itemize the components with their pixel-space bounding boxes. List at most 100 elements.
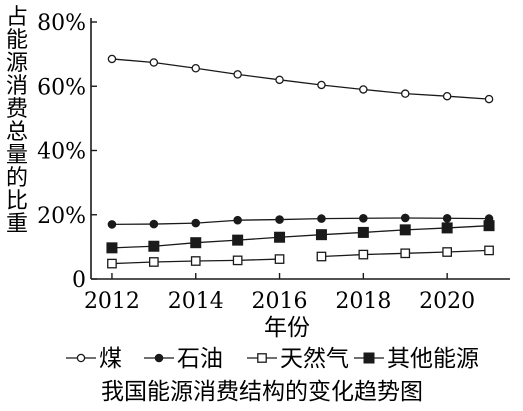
series-line-segment: [405, 92, 448, 97]
series-line-segment: [405, 227, 448, 231]
data-point: [232, 255, 243, 266]
y-axis-label-char: 的: [6, 166, 28, 191]
series-3: [106, 220, 495, 254]
y-tick-label: 60%: [37, 75, 86, 100]
data-point: [317, 214, 326, 223]
data-point: [191, 218, 201, 228]
series-line-segment: [321, 231, 364, 236]
data-point: [484, 245, 494, 256]
chart-caption: 我国能源消费结构的变化趋势图: [101, 379, 423, 405]
y-ticks: 0 20% 40% 60% 80%: [37, 11, 97, 293]
y-tick-label: 20%: [37, 204, 86, 229]
legend-label: 其他能源: [387, 346, 479, 372]
series-line-segment: [321, 253, 364, 258]
data-point: [315, 229, 327, 241]
series-line-segment: [405, 251, 448, 254]
x-tick-label: 2018: [335, 289, 391, 314]
data-point: [357, 226, 369, 238]
data-point: [107, 258, 117, 269]
data-point: [483, 220, 495, 232]
data-point: [190, 237, 202, 249]
series-line-segment: [237, 218, 280, 221]
series-line-segment: [153, 260, 196, 263]
data-point: [190, 256, 201, 266]
series-line-segment: [279, 217, 322, 221]
data-point: [317, 80, 326, 90]
y-tick-label: 40%: [37, 140, 86, 165]
series-line-segment: [153, 61, 196, 69]
series-line-segment: [153, 242, 196, 247]
y-axis-label-char: 比: [6, 189, 28, 214]
y-axis-label-char: 占: [6, 5, 28, 30]
legend-label: 石油: [177, 346, 223, 372]
series-line-segment: [363, 252, 406, 256]
data-point: [442, 91, 452, 101]
legend-marker: [76, 353, 86, 363]
data-point: [441, 222, 453, 234]
series-line-segment: [195, 219, 238, 224]
data-point: [442, 247, 453, 257]
series-line-segment: [363, 229, 406, 234]
data-point: [275, 75, 284, 85]
data-point: [316, 251, 327, 262]
series-line-segment: [237, 236, 280, 241]
data-point: [106, 242, 118, 254]
data-point: [400, 213, 410, 223]
data-point: [149, 219, 159, 229]
data-point: [149, 58, 159, 67]
legend-label: 天然气: [280, 346, 349, 372]
data-point: [274, 254, 285, 264]
series-line-segment: [447, 95, 490, 100]
chart-axes: [90, 18, 510, 280]
x-tick-label: 2020: [419, 289, 475, 314]
x-tick-label: 2012: [84, 289, 140, 314]
data-point: [274, 231, 286, 243]
legend-marker: [363, 352, 375, 364]
series-1: [107, 213, 494, 229]
data-point: [232, 234, 244, 246]
data-point: [359, 85, 368, 94]
data-point: [400, 89, 410, 98]
y-tick-label: 0: [72, 268, 86, 293]
data-point: [107, 54, 117, 64]
data-point: [107, 220, 117, 229]
y-axis-label-char: 总: [6, 120, 28, 145]
series-0: [107, 54, 494, 104]
data-point: [233, 215, 242, 225]
y-axis-label-char: 源: [6, 51, 28, 76]
series-line-segment: [447, 249, 490, 253]
data-point: [148, 257, 159, 267]
y-axis-label-char: 重: [6, 212, 28, 237]
data-point: [400, 248, 411, 259]
series-line-segment: [111, 261, 154, 265]
series-2: [107, 245, 494, 269]
data-point: [148, 240, 160, 252]
x-ticks: 2012 2014 2016 2018 2020: [84, 273, 475, 314]
series-line-segment: [237, 73, 280, 81]
plot-area: [106, 54, 495, 269]
series-line-segment: [279, 79, 322, 86]
series-line-segment: [279, 234, 322, 238]
y-axis-label-char: 消: [6, 74, 28, 99]
series-line-segment: [111, 245, 154, 249]
data-point: [275, 215, 284, 224]
y-axis-label-char: 能: [6, 28, 28, 53]
data-point: [399, 224, 411, 236]
data-point: [233, 70, 242, 79]
x-tick-label: 2014: [168, 289, 224, 314]
y-axis-label-char: 量: [6, 143, 28, 168]
legend: 煤 石油 天然气 其他能源: [66, 346, 479, 372]
series-line-segment: [321, 84, 364, 91]
data-point: [442, 213, 452, 223]
y-tick-label: 80%: [37, 11, 86, 36]
y-axis-label-char: 费: [6, 97, 28, 122]
data-point: [359, 213, 368, 223]
x-tick-label: 2016: [252, 289, 308, 314]
x-axis-label: 年份: [264, 315, 310, 341]
data-point: [358, 249, 369, 260]
series-line-segment: [153, 222, 196, 225]
legend-label: 煤: [99, 346, 122, 372]
series-line-segment: [363, 88, 406, 95]
